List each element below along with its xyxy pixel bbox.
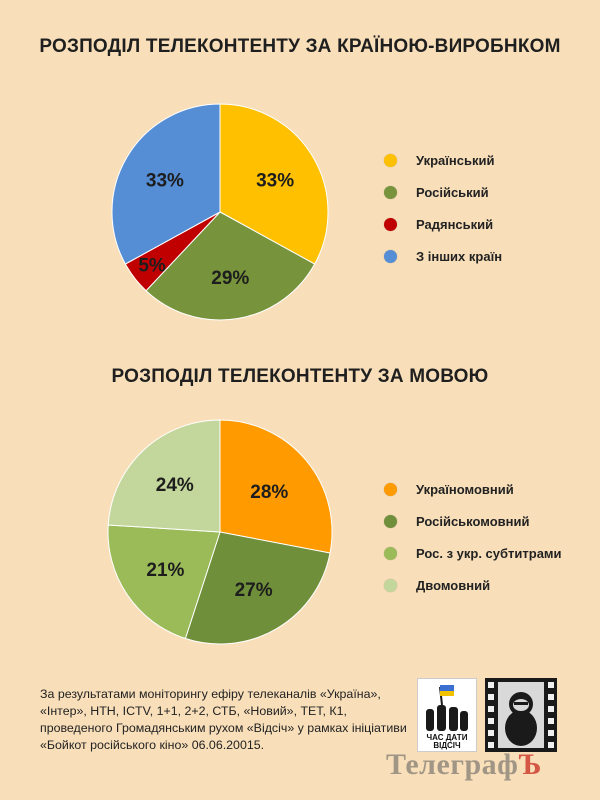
legend-label: З інших країн (416, 248, 503, 264)
legend-swatch (384, 578, 397, 592)
legend-country: Український Російський Радянський З інших к… (384, 144, 502, 272)
legend-swatch (384, 153, 397, 167)
legend-item: Російськомовний (384, 505, 562, 537)
legend-item: Російський (384, 176, 502, 208)
pie-chart-language: 28% 27% 21% 24% (107, 419, 333, 645)
legend-swatch (384, 482, 397, 496)
pie-slice-label-3: 33% (146, 170, 184, 191)
watermark-main: Телеграф (386, 748, 519, 781)
pie-slice-1 (145, 211, 316, 321)
legend-item: Український (384, 144, 502, 176)
chart-title-language: РОЗПОДІЛ ТЕЛЕКОНТЕНТУ ЗА МОВОЮ (111, 366, 489, 387)
pie-slice-2 (107, 524, 221, 640)
legend-swatch (384, 217, 397, 231)
protesters-icon (426, 685, 468, 731)
pie-slice-label-1: 27% (235, 580, 273, 601)
legend-swatch (384, 514, 397, 528)
watermark-accent: Ъ (518, 748, 542, 781)
telegraf-watermark: ТелеграфЪ (386, 748, 542, 782)
logo-line-1: ЧАС ДАТИ (426, 733, 468, 742)
legend-swatch (384, 249, 397, 263)
legend-item: Радянський (384, 208, 502, 240)
vidsich-logo: ЧАС ДАТИ ВІДСІЧ (417, 678, 477, 752)
pie-slice-label-0: 33% (256, 170, 294, 191)
legend-label: Рос. з укр. субтитрами (416, 545, 562, 561)
logo-line-2: ВІДСІЧ (433, 741, 461, 750)
matryoshka-icon (505, 692, 537, 746)
legend-label: Російський (416, 184, 489, 200)
legend-item: Двомовний (384, 569, 562, 601)
legend-label: Двомовний (416, 577, 491, 593)
legend-language: Україномовний Російськомовний Рос. з укр. … (384, 473, 562, 601)
pie-slice-label-1: 29% (211, 268, 249, 289)
chart-title-country: РОЗПОДІЛ ТЕЛЕКОНТЕНТУ ЗА КРАЇНОЮ-ВИРОБНК… (39, 36, 561, 57)
boycott-film-logo (485, 678, 557, 752)
legend-swatch (384, 546, 397, 560)
pie-chart-country: 33% 29% 5% 33% (111, 103, 329, 321)
film-strip-icon (488, 682, 554, 748)
pie-slice-label-2: 5% (138, 256, 166, 277)
pie-slice-label-2: 21% (146, 560, 184, 581)
legend-label: Радянський (416, 216, 494, 232)
pie-slice-0 (219, 419, 333, 554)
pie-slice-0 (219, 103, 329, 265)
source-footnote: За результатами моніторингу ефіру телека… (40, 687, 407, 752)
pie-slice-label-3: 24% (156, 475, 194, 496)
legend-label: Україномовний (416, 481, 514, 497)
pie-slice-1 (184, 531, 331, 645)
legend-item: Рос. з укр. субтитрами (384, 537, 562, 569)
pie-slice-3 (111, 103, 221, 265)
legend-label: Український (416, 152, 495, 168)
legend-item: Україномовний (384, 473, 562, 505)
pie-slice-label-0: 28% (250, 482, 288, 503)
legend-swatch (384, 185, 397, 199)
legend-item: З інших країн (384, 240, 502, 272)
legend-label: Російськомовний (416, 513, 530, 529)
pie-slice-3 (107, 419, 221, 533)
